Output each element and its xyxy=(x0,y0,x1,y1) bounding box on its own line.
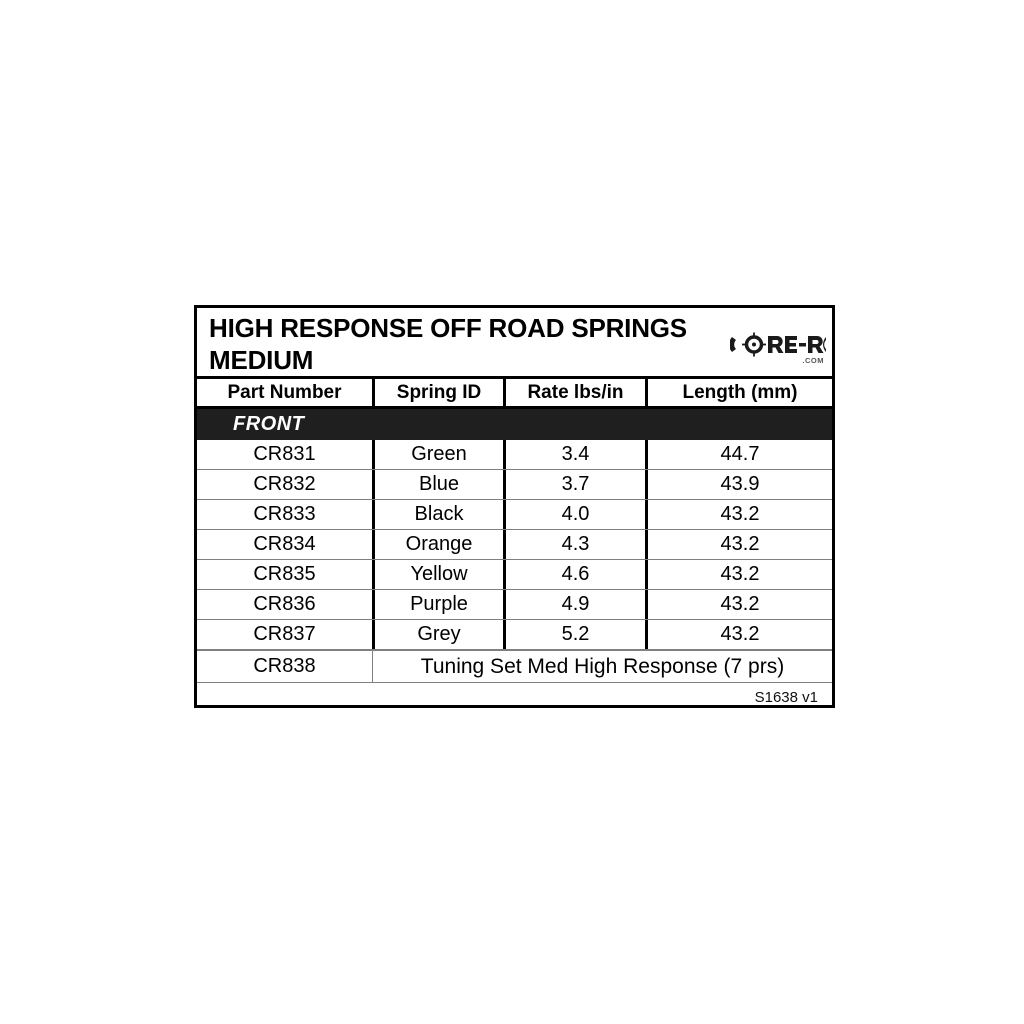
cell-rate: 4.3 xyxy=(503,530,645,559)
column-header-length: Length (mm) xyxy=(645,379,832,406)
cell-rate: 4.0 xyxy=(503,500,645,529)
page-title-line-2: MEDIUM xyxy=(209,345,314,375)
table-row: CR836 Purple 4.9 43.2 xyxy=(197,590,832,620)
cell-length: 43.2 xyxy=(645,620,832,649)
cell-part-number: CR834 xyxy=(253,533,316,555)
table-row: CR834 Orange 4.3 43.2 xyxy=(197,530,832,560)
table-row: CR835 Yellow 4.6 43.2 xyxy=(197,560,832,590)
cell-tuning-set-description: Tuning Set Med High Response (7 prs) xyxy=(372,651,832,682)
section-band-label: FRONT xyxy=(233,413,305,435)
cell-rate: 3.7 xyxy=(503,470,645,499)
cell-spring-id: Blue xyxy=(372,470,503,499)
document-code: S1638 v1 xyxy=(754,689,818,706)
table-row: CR832 Blue 3.7 43.9 xyxy=(197,470,832,500)
card-footer: S1638 v1 xyxy=(197,683,832,712)
cell-part-number: CR838 xyxy=(253,655,316,677)
cell-length: 43.2 xyxy=(645,530,832,559)
tuning-set-row: CR838 Tuning Set Med High Response (7 pr… xyxy=(197,650,832,683)
cell-part-number: CR836 xyxy=(253,593,316,615)
cell-spring-id: Black xyxy=(372,500,503,529)
cell-spring-id: Yellow xyxy=(372,560,503,589)
cell-length: 43.2 xyxy=(645,590,832,619)
table-row: CR833 Black 4.0 43.2 xyxy=(197,500,832,530)
column-header-part-number: Part Number xyxy=(227,381,342,403)
cell-part-number: CR833 xyxy=(253,503,316,525)
table-row: CR837 Grey 5.2 43.2 xyxy=(197,620,832,650)
table-row: CR831 Green 3.4 44.7 xyxy=(197,440,832,470)
cell-rate: 4.6 xyxy=(503,560,645,589)
cell-spring-id: Purple xyxy=(372,590,503,619)
cell-spring-id: Grey xyxy=(372,620,503,649)
cell-length: 43.2 xyxy=(645,560,832,589)
spring-spec-card: HIGH RESPONSE OFF ROAD SPRINGS MEDIUM xyxy=(194,305,835,708)
section-band-front: FRONT xyxy=(197,409,832,440)
cell-length: 43.9 xyxy=(645,470,832,499)
cell-part-number: CR831 xyxy=(253,443,316,465)
cell-spring-id: Green xyxy=(372,440,503,469)
cell-rate: 5.2 xyxy=(503,620,645,649)
crosshair-target-icon xyxy=(742,332,766,357)
cell-part-number: CR832 xyxy=(253,473,316,495)
cell-length: 44.7 xyxy=(645,440,832,469)
column-header-spring-id: Spring ID xyxy=(372,379,503,406)
table-header-row: Part Number Spring ID Rate lbs/in Length… xyxy=(197,379,832,409)
cell-rate: 3.4 xyxy=(503,440,645,469)
page-title-line-1: HIGH RESPONSE OFF ROAD SPRINGS xyxy=(209,313,687,343)
cell-spring-id: Orange xyxy=(372,530,503,559)
cell-part-number: CR837 xyxy=(253,623,316,645)
card-title-block: HIGH RESPONSE OFF ROAD SPRINGS MEDIUM xyxy=(197,308,832,379)
column-header-rate: Rate lbs/in xyxy=(503,379,645,406)
cell-rate: 4.9 xyxy=(503,590,645,619)
cell-length: 43.2 xyxy=(645,500,832,529)
svg-text:.COM: .COM xyxy=(802,356,824,365)
core-rc-logo: .COM xyxy=(730,330,826,366)
cell-part-number: CR835 xyxy=(253,563,316,585)
